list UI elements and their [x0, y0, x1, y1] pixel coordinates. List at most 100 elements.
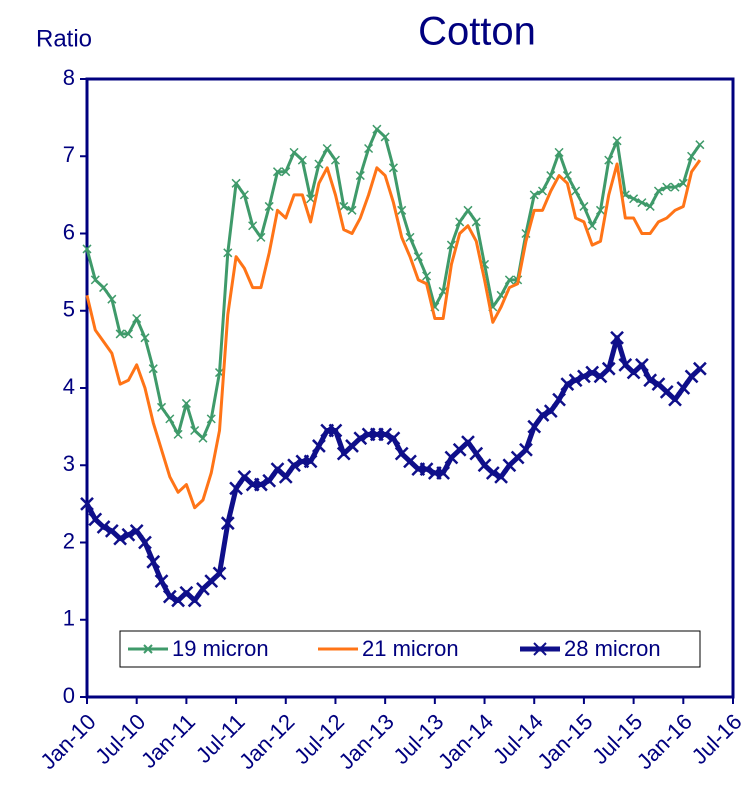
point-marker — [595, 205, 606, 215]
point-marker — [206, 414, 216, 424]
point-marker — [587, 221, 597, 231]
legend-box — [119, 630, 701, 668]
y-tick-label: 4 — [63, 374, 75, 399]
point-marker — [678, 178, 688, 188]
point-marker — [585, 365, 600, 380]
y-tick-label: 3 — [63, 451, 75, 476]
x-tick-label: Jan-16 — [632, 709, 697, 774]
point-marker — [380, 132, 390, 142]
point-marker — [303, 454, 318, 469]
point-marker — [419, 462, 434, 476]
point-marker — [601, 361, 616, 376]
point-marker — [99, 283, 109, 293]
point-marker — [485, 466, 500, 480]
point-marker — [115, 329, 125, 339]
point-marker — [546, 171, 556, 181]
point-marker — [80, 496, 94, 511]
point-marker — [198, 433, 208, 443]
x-tick-label: Jan-10 — [35, 709, 100, 774]
point-marker — [138, 535, 152, 550]
point-marker — [165, 414, 175, 424]
point-marker — [397, 205, 407, 215]
point-marker — [312, 439, 326, 453]
y-tick-label: 7 — [63, 142, 75, 167]
series-line — [85, 159, 702, 510]
series-line — [85, 127, 702, 440]
point-marker — [543, 404, 558, 419]
point-marker — [571, 186, 581, 196]
point-marker — [629, 194, 639, 204]
point-marker — [635, 357, 649, 372]
point-marker — [306, 194, 316, 204]
point-marker — [264, 201, 274, 211]
point-marker — [187, 593, 202, 608]
legend-label: 28 micron — [564, 636, 661, 661]
point-marker — [668, 392, 682, 407]
point-marker — [231, 178, 241, 188]
point-marker — [687, 151, 697, 161]
point-marker — [322, 143, 332, 154]
point-marker — [568, 373, 583, 388]
point-marker — [123, 329, 133, 339]
point-marker — [494, 469, 508, 484]
y-tick-label: 0 — [63, 683, 75, 708]
series — [80, 330, 707, 608]
point-marker — [463, 205, 473, 215]
point-marker — [339, 201, 349, 211]
point-marker — [239, 190, 249, 200]
point-marker — [612, 136, 622, 146]
point-marker — [577, 369, 591, 384]
point-marker — [637, 198, 647, 208]
point-marker — [82, 244, 92, 254]
point-marker — [670, 182, 680, 192]
y-tick-label: 1 — [63, 606, 75, 631]
point-marker — [146, 554, 161, 569]
point-marker — [90, 275, 100, 285]
x-tick-label: Jan-11 — [136, 709, 200, 773]
point-marker — [347, 205, 357, 215]
point-marker — [328, 423, 343, 438]
point-marker — [212, 566, 227, 581]
point-marker — [519, 442, 533, 457]
point-marker — [181, 398, 191, 408]
point-marker — [552, 392, 566, 407]
series-line — [84, 335, 702, 603]
point-marker — [262, 473, 277, 488]
point-marker — [562, 171, 572, 181]
x-tick-label: Jan-14 — [433, 709, 498, 774]
legend-marker — [533, 642, 547, 656]
point-marker — [281, 167, 291, 177]
legend-label: 19 micron — [172, 636, 269, 661]
point-marker — [388, 163, 398, 173]
point-marker — [272, 167, 283, 177]
point-marker — [96, 520, 111, 534]
x-tick-label: Jan-15 — [532, 709, 597, 774]
y-tick-label: 8 — [63, 65, 75, 90]
point-marker — [645, 201, 655, 211]
point-marker — [560, 377, 575, 392]
point-marker — [148, 364, 158, 374]
point-marker — [220, 516, 235, 531]
point-marker — [535, 408, 550, 422]
point-marker — [455, 217, 465, 227]
point-marker — [278, 469, 293, 484]
plot-frame — [85, 77, 735, 699]
point-marker — [643, 373, 658, 388]
point-marker — [121, 527, 136, 542]
chart-title: Cotton — [418, 10, 536, 54]
point-marker — [604, 155, 614, 165]
point-marker — [314, 159, 324, 169]
point-marker — [353, 431, 368, 446]
point-marker — [413, 252, 423, 262]
point-marker — [132, 313, 142, 324]
point-marker — [330, 155, 340, 165]
point-marker — [676, 381, 691, 395]
point-marker — [405, 232, 415, 242]
point-marker — [527, 419, 542, 434]
y-tick-label: 6 — [63, 219, 75, 244]
legend-marker — [143, 644, 153, 654]
point-marker — [256, 232, 266, 242]
point-marker — [129, 524, 144, 538]
point-marker — [692, 361, 707, 376]
point-marker — [289, 147, 299, 157]
